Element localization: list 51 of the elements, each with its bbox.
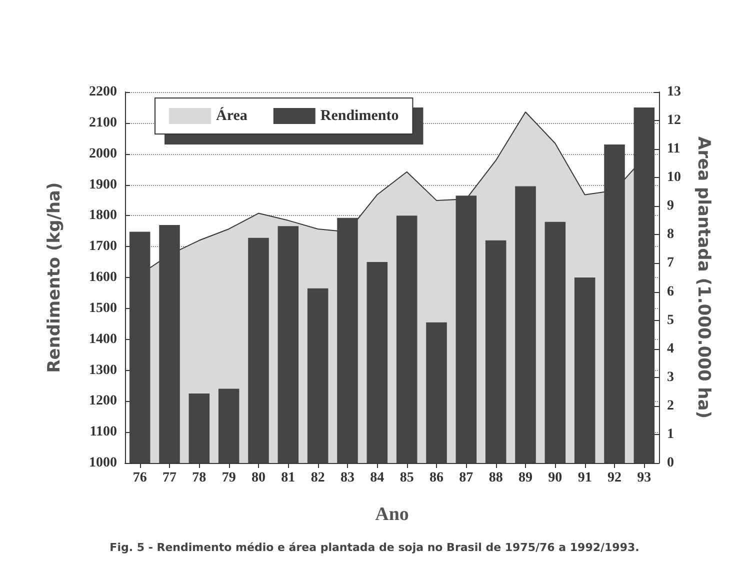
x-tick-label: 78 [192,470,206,486]
x-tick-label: 77 [162,470,176,486]
y2-tick-label: 3 [667,370,674,385]
y2-tick-label: 6 [667,284,674,300]
y2-tick-label: 13 [667,84,681,100]
y2-tick-label: 11 [667,142,680,157]
legend-label: Área [216,107,248,124]
y-tick-label: 1900 [89,177,117,192]
x-tick-label: 85 [400,470,414,486]
x-axis-title: Ano [375,504,409,525]
x-tick-label: 81 [281,470,296,486]
y-tick-label: 1100 [90,424,117,440]
y-tick-label: 1000 [89,456,117,470]
y2-tick-label: 8 [667,227,674,242]
y-tick-label: 1200 [89,394,117,409]
y-axis-title: Rendimento (kg/ha) [44,182,64,373]
x-tick-label: 90 [548,470,562,486]
y-tick-label: 2000 [89,146,117,162]
x-tick-label: 92 [608,470,622,486]
y-tick-label: 1800 [89,208,117,224]
caption: Fig. 5 - Rendimento médio e área plantada de soja no Brasil de 1975/76 a 1992/1993. [110,541,640,554]
y2-tick-label: 5 [667,312,674,328]
y2-tick-label: 4 [667,341,674,356]
y-tick-label: 2200 [89,84,117,100]
x-tick-label: 79 [222,470,236,486]
x-tick-label: 83 [340,470,354,486]
x-tick-label: 87 [459,470,474,486]
y2-axis-title: Area plantada (1.000.000 ha) [694,136,714,418]
y2-tick-label: 0 [667,456,674,470]
x-tick-label: 80 [252,470,266,486]
y-tick-label: 1600 [89,270,117,285]
legend-label: Rendimento [320,108,399,124]
x-tick-label: 91 [578,470,592,486]
y-tick-label: 2100 [89,115,117,130]
y-tick-label: 1400 [89,332,117,347]
x-tick-label: 82 [310,470,325,486]
y-tick-label: 1300 [89,362,117,378]
x-tick-label: 89 [518,470,532,486]
y2-tick-label: 10 [667,170,681,186]
y-tick-label: 1700 [89,239,117,254]
y2-tick-label: 7 [667,256,674,271]
x-tick-label: 84 [370,470,384,486]
x-tick-label: 93 [637,470,652,486]
x-tick-label: 86 [430,470,444,486]
y-tick-label: 1500 [89,300,117,316]
y2-tick-label: 9 [667,198,674,214]
y2-tick-label: 12 [667,113,681,128]
x-tick-label: 76 [132,470,147,486]
y2-tick-label: 1 [667,426,674,442]
y2-tick-label: 2 [667,398,674,414]
x-tick-label: 88 [488,470,503,486]
